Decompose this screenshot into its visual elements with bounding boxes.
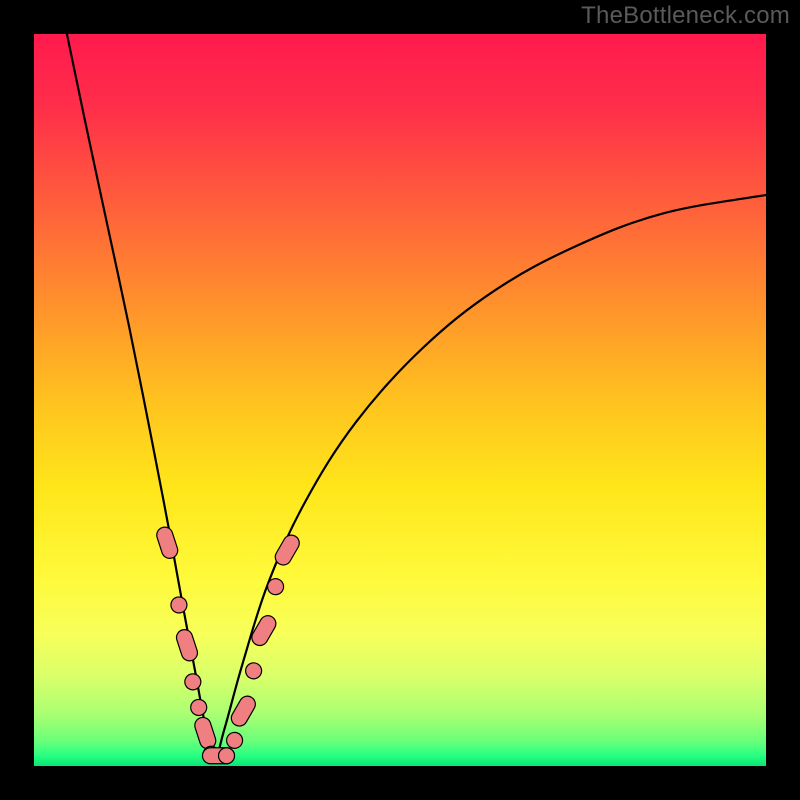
- watermark-label: TheBottleneck.com: [581, 2, 790, 30]
- chart-svg: [34, 34, 766, 766]
- stage: TheBottleneck.com: [0, 0, 800, 800]
- curve-marker: [219, 748, 235, 764]
- bottleneck-chart: [34, 34, 766, 766]
